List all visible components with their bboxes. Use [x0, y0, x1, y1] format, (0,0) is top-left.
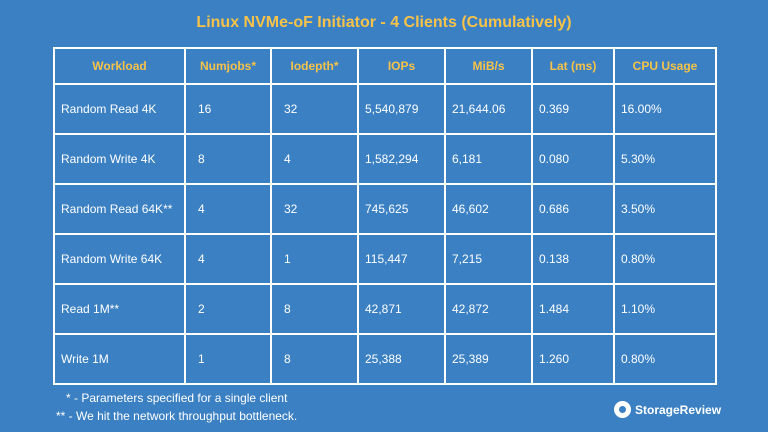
column-header: MiB/s: [444, 47, 533, 85]
table-cell: 1: [184, 333, 272, 385]
table-cell: 745,625: [357, 183, 446, 235]
table-cell: Random Read 4K: [53, 83, 186, 135]
table-cell: 0.80%: [613, 333, 717, 385]
table-row: Random Write 64K 4 1 115,447 7,215 0.138 0.80%: [53, 233, 717, 285]
table-cell: 0.369: [531, 83, 615, 135]
table-cell: 16: [184, 83, 272, 135]
table-cell: 4: [184, 233, 272, 285]
table-cell: 21,644.06: [444, 83, 533, 135]
table-cell: 8: [270, 333, 359, 385]
table-row: Read 1M** 2 8 42,871 42,872 1.484 1.10%: [53, 283, 717, 335]
column-header: Numjobs*: [184, 47, 272, 85]
table-cell: 8: [184, 133, 272, 185]
table-cell: 42,872: [444, 283, 533, 335]
table-cell: 115,447: [357, 233, 446, 285]
column-header: Lat (ms): [531, 47, 615, 85]
column-header: CPU Usage: [613, 47, 717, 85]
table-cell: Random Read 64K**: [53, 183, 186, 235]
table-cell: Write 1M: [53, 333, 186, 385]
table-cell: 0.138: [531, 233, 615, 285]
column-header: IOPs: [357, 47, 446, 85]
table-cell: 3.50%: [613, 183, 717, 235]
table-cell: 1.10%: [613, 283, 717, 335]
table-row: Random Read 4K 16 32 5,540,879 21,644.06 0.36…: [53, 83, 717, 135]
storagereview-logo: StorageReview: [614, 401, 721, 418]
storagereview-logo-icon: [614, 401, 631, 418]
table-row: Random Read 64K** 4 32 745,625 46,602 0.686 3.…: [53, 183, 717, 235]
table-cell: 25,389: [444, 333, 533, 385]
table-cell: 1,582,294: [357, 133, 446, 185]
table-cell: Read 1M**: [53, 283, 186, 335]
table-row: Write 1M 1 8 25,388 25,389 1.260 0.80%: [53, 333, 717, 385]
table-cell: Random Write 64K: [53, 233, 186, 285]
table-cell: 5,540,879: [357, 83, 446, 135]
table-cell: 1.484: [531, 283, 615, 335]
table-cell: 42,871: [357, 283, 446, 335]
table-cell: 2: [184, 283, 272, 335]
table-cell: 7,215: [444, 233, 533, 285]
table-cell: 5.30%: [613, 133, 717, 185]
footnote-single-client: * - Parameters specified for a single cl…: [66, 391, 288, 405]
table-header-row: Workload Numjobs* Iodepth* IOPs MiB/s Lat (ms…: [53, 47, 717, 85]
column-header: Iodepth*: [270, 47, 359, 85]
table-cell: 25,388: [357, 333, 446, 385]
table-cell: 0.686: [531, 183, 615, 235]
table-cell: 8: [270, 283, 359, 335]
table-row: Random Write 4K 8 4 1,582,294 6,181 0.080 5.30…: [53, 133, 717, 185]
results-table: Workload Numjobs* Iodepth* IOPs MiB/s Lat (ms…: [53, 47, 717, 385]
chart-title: Linux NVMe-oF Initiator - 4 Clients (Cum…: [196, 14, 572, 31]
table-cell: 4: [270, 133, 359, 185]
table-cell: 1.260: [531, 333, 615, 385]
table-cell: 32: [270, 183, 359, 235]
logo-text: StorageReview: [635, 402, 722, 417]
table-cell: 6,181: [444, 133, 533, 185]
table-cell: 4: [184, 183, 272, 235]
table-cell: 32: [270, 83, 359, 135]
table-cell: 0.80%: [613, 233, 717, 285]
table-cell: 1: [270, 233, 359, 285]
table-cell: 16.00%: [613, 83, 717, 135]
table-cell: Random Write 4K: [53, 133, 186, 185]
table-cell: 46,602: [444, 183, 533, 235]
footnote-network-bottleneck: ** - We hit the network throughput bottl…: [56, 409, 298, 423]
column-header: Workload: [53, 47, 186, 85]
table-cell: 0.080: [531, 133, 615, 185]
